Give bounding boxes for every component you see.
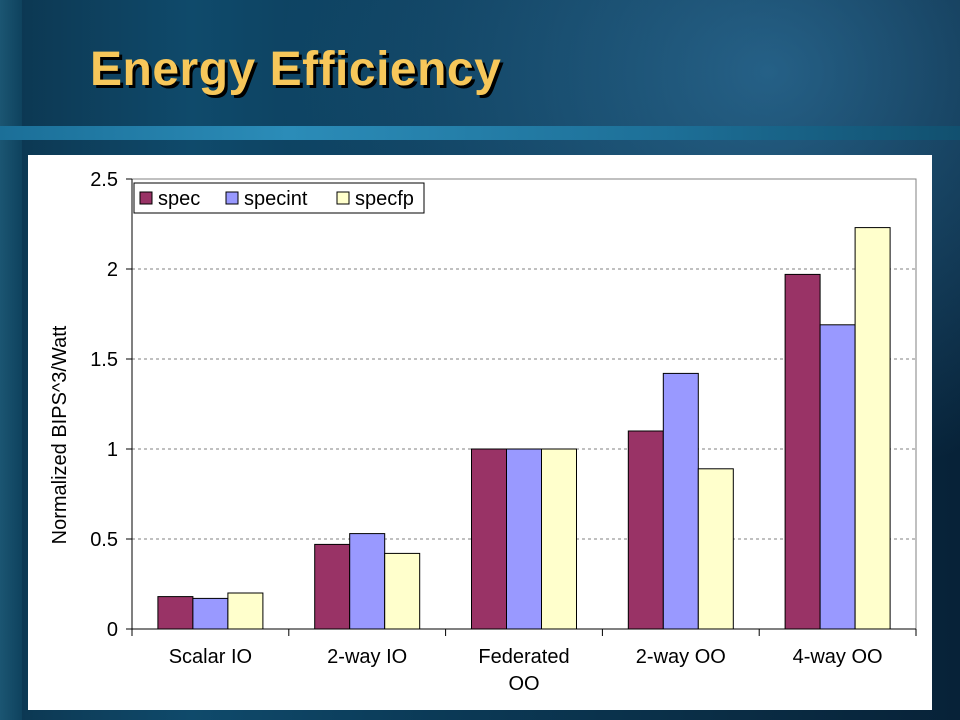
bar-spec-2 xyxy=(471,448,507,630)
bar-chart: 0 0.5 1 1.5 2 2.5 Scalar IO 2-way IO Federated O… xyxy=(49,169,917,695)
chart-panel: 0 0.5 1 1.5 2 2.5 Scalar IO 2-way IO Federated O… xyxy=(28,155,932,710)
left-decorative-bar xyxy=(0,0,22,720)
x-category-label: 4-way OO xyxy=(793,646,883,668)
x-category-label: Scalar IO xyxy=(169,646,252,668)
x-category-label: 2-way IO xyxy=(327,646,407,668)
bar-specint-2 xyxy=(506,448,542,630)
bar-specint-4 xyxy=(819,324,856,630)
y-tick-label: 1.5 xyxy=(90,349,118,371)
bar-specfp-0 xyxy=(227,592,264,630)
bar-specfp-4 xyxy=(854,227,891,630)
bar-spec-1 xyxy=(314,543,351,630)
x-category-labels: Scalar IO 2-way IO Federated OO 2-way OO 4-wa… xyxy=(169,646,883,695)
x-category-label: Federated xyxy=(478,646,569,668)
bar-specfp-2 xyxy=(541,448,577,630)
title-divider-band xyxy=(0,126,960,140)
bar-specint-0 xyxy=(192,597,229,630)
legend-label-spec: spec xyxy=(158,188,200,210)
slide-title: Energy Efficiency xyxy=(90,43,502,96)
legend-label-specfp: specfp xyxy=(355,188,414,210)
bar-spec-0 xyxy=(157,596,194,630)
bar-spec-4 xyxy=(784,273,821,630)
y-tick-label: 1 xyxy=(107,439,118,461)
bar-specint-3 xyxy=(662,372,699,630)
bar-specfp-1 xyxy=(384,552,421,630)
x-category-label: OO xyxy=(508,673,539,695)
x-category-label: 2-way OO xyxy=(636,646,726,668)
legend: spec specint specfp xyxy=(133,182,425,214)
bar-specfp-3 xyxy=(697,468,734,630)
y-tick-label: 2.5 xyxy=(90,169,118,191)
bar-spec-3 xyxy=(627,430,664,630)
legend-swatch-specint xyxy=(225,191,239,205)
axis-layer xyxy=(126,178,917,636)
legend-box xyxy=(133,182,425,214)
legend-label-specint: specint xyxy=(244,188,308,210)
y-tick-labels: 0 0.5 1 1.5 2 2.5 xyxy=(90,169,118,641)
y-tick-label: 0 xyxy=(107,619,118,641)
y-tick-label: 0.5 xyxy=(90,529,118,551)
legend-swatch-spec xyxy=(139,191,153,205)
y-axis-label: Normalized BIPS^3/Watt xyxy=(49,325,71,544)
legend-swatch-specfp xyxy=(336,191,350,205)
bar-specint-1 xyxy=(349,533,386,630)
y-tick-label: 2 xyxy=(107,259,118,281)
